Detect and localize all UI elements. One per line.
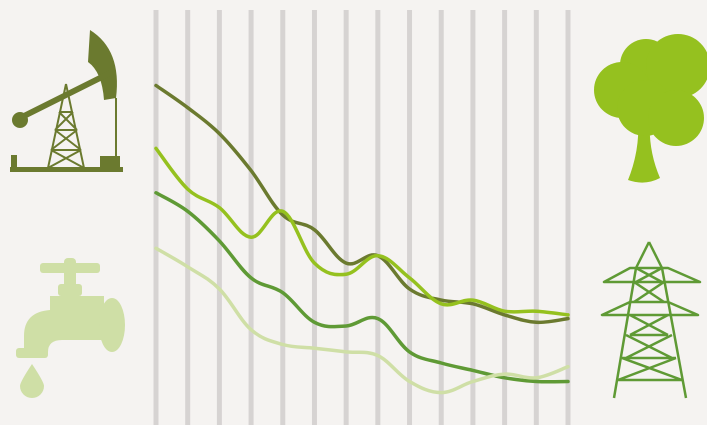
tap-body (24, 296, 104, 352)
series-line-4 (154, 246, 570, 395)
tap-spout-tip (16, 348, 48, 358)
pumpjack-beam (18, 69, 114, 121)
pumpjack-base (10, 167, 123, 172)
pumpjack-weight (12, 112, 28, 128)
series-line-3 (154, 191, 570, 384)
pylon-lattice (617, 266, 683, 382)
line-chart (153, 10, 571, 425)
pylon-top-arm (602, 266, 702, 284)
pumpjack-horsehead (88, 30, 117, 100)
series-line-2 (154, 146, 570, 317)
tap-collar (58, 284, 82, 296)
tree-canopy (646, 34, 707, 98)
series-line-1 (154, 83, 570, 325)
water-tap-icon (16, 258, 125, 398)
tap-handle-stem (64, 258, 76, 290)
tree-icon (594, 34, 707, 183)
oil-pumpjack-icon (10, 30, 123, 172)
tree-canopy (648, 90, 704, 146)
series-lines (154, 83, 570, 395)
pylon-bottom-arm (600, 300, 700, 317)
gridlines (153, 10, 571, 425)
pumpjack-post (11, 155, 17, 168)
pumpjack-derrick (47, 83, 85, 169)
power-pylon-icon (600, 241, 702, 399)
tap-flange (99, 298, 125, 352)
pumpjack-motor (100, 156, 120, 168)
pylon-legs (612, 241, 688, 399)
tree-trunk (628, 120, 660, 183)
water-drop-icon (20, 364, 44, 398)
